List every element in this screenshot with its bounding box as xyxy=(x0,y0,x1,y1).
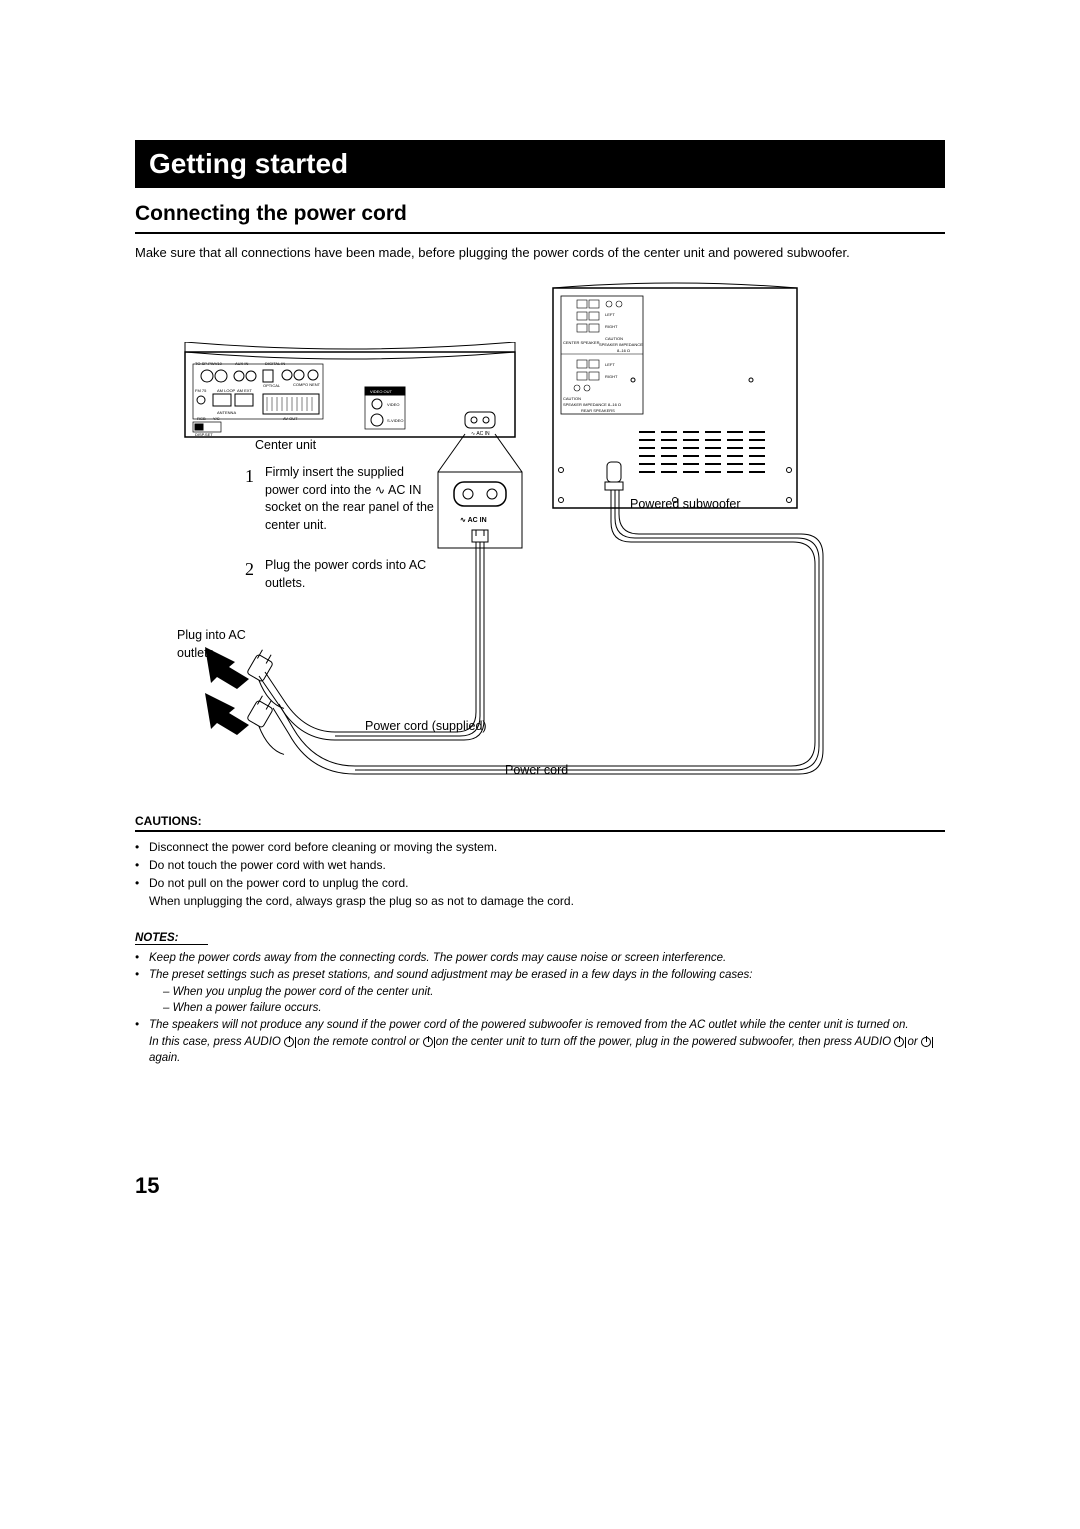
center-unit-label: Center unit xyxy=(255,437,316,455)
cautions-list: •Disconnect the power cord before cleani… xyxy=(135,838,945,910)
powered-sub-label: Powered subwoofer xyxy=(630,496,740,514)
page-number: 15 xyxy=(135,1173,159,1199)
cord-supplied-label: Power cord (supplied) xyxy=(365,718,487,736)
page-title-bar: Getting started xyxy=(135,140,945,188)
step-2: 2Plug the power cords into AC outlets. xyxy=(245,557,475,592)
notes-heading: NOTES: xyxy=(135,932,208,945)
step-1: 1Firmly insert the supplied power cord i… xyxy=(245,464,455,534)
intro-text: Make sure that all connections have been… xyxy=(135,244,945,262)
plug-outlets-label: Plug into AC outlets. xyxy=(177,627,267,662)
section-heading: Connecting the power cord xyxy=(135,188,945,234)
notes-list: •Keep the power cords away from the conn… xyxy=(135,950,945,1067)
cautions-heading: CAUTIONS: xyxy=(135,814,945,832)
cord-label: Power cord xyxy=(505,762,568,780)
connection-diagram: TO SP-PWV10 AUX IN DIGITAL IN OPTICAL CO… xyxy=(135,282,945,802)
